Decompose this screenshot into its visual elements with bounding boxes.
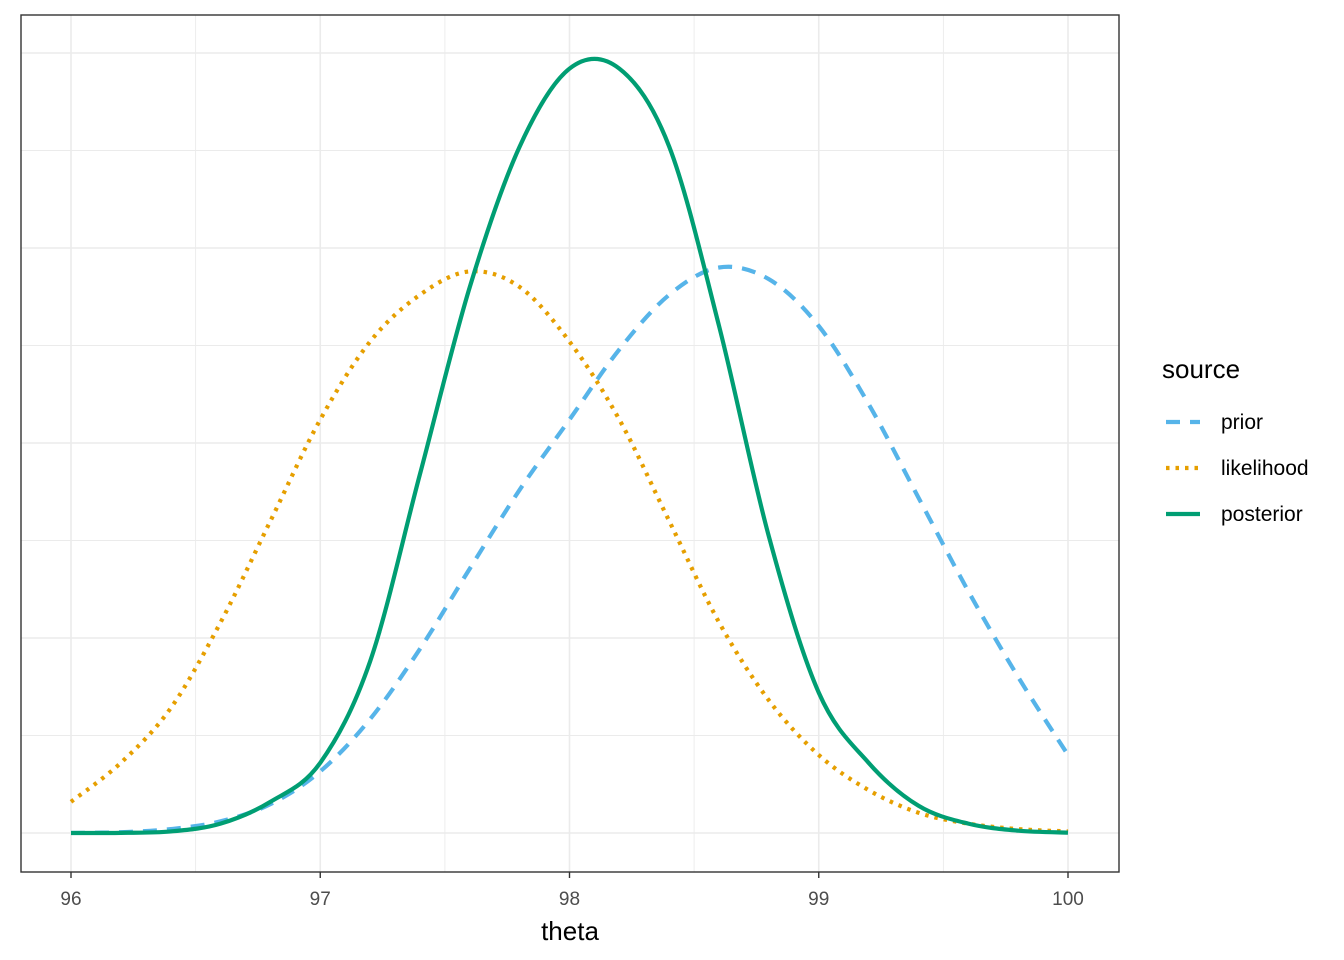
- x-tick-label: 96: [60, 889, 81, 910]
- x-axis: 96 97 98 99 100: [60, 872, 1084, 910]
- legend: source prior likelihood posterior: [1162, 354, 1309, 526]
- series-line-posterior: [70, 56, 1069, 836]
- grid: [21, 15, 1119, 872]
- x-tick-label: 99: [808, 889, 829, 910]
- x-axis-title: theta: [541, 916, 599, 946]
- legend-label-likelihood: likelihood: [1221, 457, 1309, 480]
- x-tick-label: 98: [559, 889, 580, 910]
- x-tick-label: 100: [1052, 889, 1084, 910]
- legend-label-prior: prior: [1221, 411, 1263, 434]
- legend-title: source: [1162, 354, 1240, 384]
- legend-label-posterior: posterior: [1221, 503, 1303, 526]
- x-tick-label: 97: [310, 889, 331, 910]
- legend-items: prior likelihood posterior: [1166, 411, 1309, 526]
- series-layer: [69, 56, 1070, 836]
